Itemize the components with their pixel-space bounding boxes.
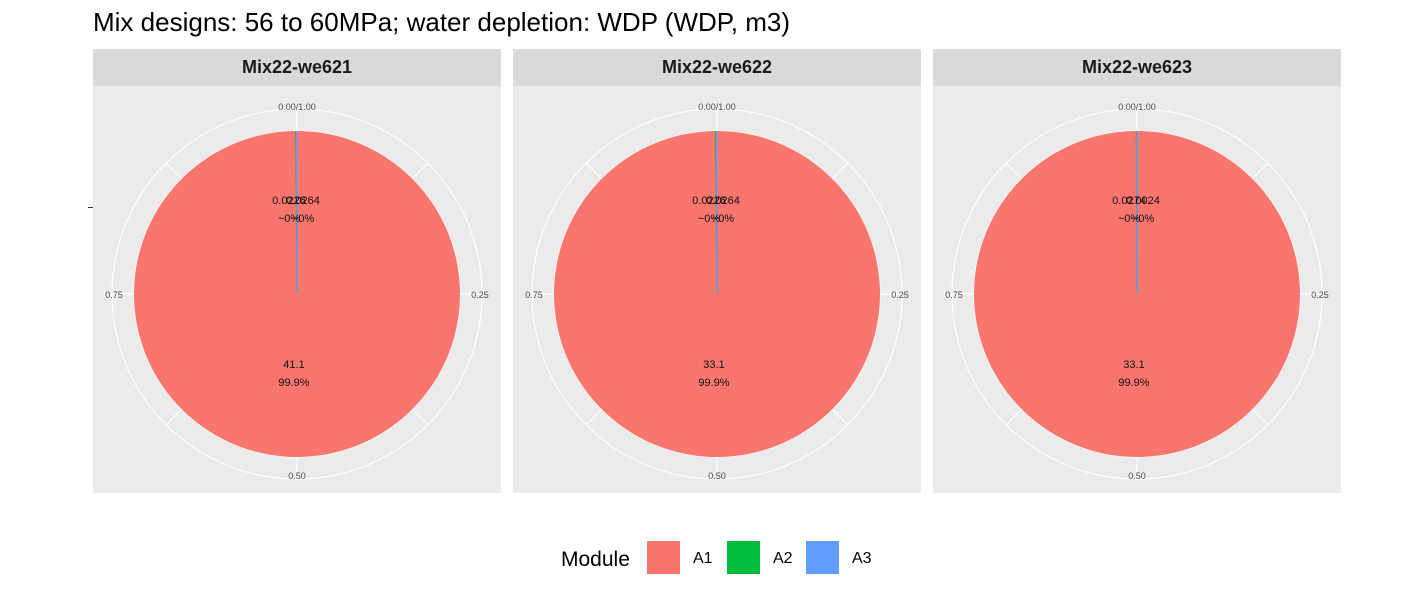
angle-tick-label: 0.00/1.00 — [1118, 102, 1156, 112]
angle-tick-label: 0.25 — [471, 290, 489, 300]
legend-key-a3 — [806, 541, 839, 574]
slice-percent-label-a1: 99.9% — [278, 377, 309, 389]
slice-value-label-a3: 0.0024 — [1126, 195, 1160, 207]
facet-strip-label: Mix22-we621 — [93, 49, 501, 86]
angle-tick-label: 0.50 — [288, 471, 306, 481]
chart-title: Mix designs: 56 to 60MPa; water depletio… — [93, 7, 790, 37]
legend-key-a1 — [647, 541, 680, 574]
angle-tick-label: 0.25 — [891, 290, 909, 300]
axis-tick-mark — [88, 207, 93, 208]
pie-plot-area: 0.00/1.00 0.25 0.50 0.75 33.1 99.9% 0.0226 ~0% 0… — [513, 86, 921, 493]
facet-strip-label: Mix22-we623 — [933, 49, 1341, 86]
slice-value-label-a1: 41.1 — [283, 359, 304, 371]
legend-label-a2: A2 — [773, 550, 793, 567]
legend-label-a1: A1 — [693, 550, 713, 567]
slice-value-label-a3: 0.0264 — [286, 195, 320, 207]
slice-percent-label-a1: 99.9% — [698, 377, 729, 389]
legend-title: Module — [561, 548, 630, 571]
slice-value-label-a2: 0.0274 — [1112, 195, 1146, 207]
legend: Module A1 A2 A3 — [0, 540, 1425, 580]
slice-percent-label-a2: ~0% — [698, 213, 721, 225]
slice-percent-label-a3: ~0% — [712, 213, 735, 225]
slice-percent-label-a2: ~0% — [1118, 213, 1141, 225]
slice-value-label-a2: 0.0226 — [272, 195, 306, 207]
facet-panel-mix22-we623: Mix22-we623 0.00/1.00 0.25 0.50 0.75 33.1 99.… — [933, 49, 1341, 493]
angle-tick-label: 0.00/1.00 — [278, 102, 316, 112]
angle-tick-label: 0.00/1.00 — [698, 102, 736, 112]
slice-percent-label-a2: ~0% — [278, 213, 301, 225]
legend-label-a3: A3 — [852, 550, 872, 567]
facet-panel-mix22-we622: Mix22-we622 0.00/1.00 0.25 0.50 0.75 33.1 99.… — [513, 49, 921, 493]
angle-tick-label: 0.75 — [525, 290, 543, 300]
pie-plot-area: 0.00/1.00 0.25 0.50 0.75 33.1 99.9% 0.0274 ~0% 0… — [933, 86, 1341, 493]
legend-key-a2 — [727, 541, 760, 574]
pie-plot-area: 0.00/1.00 0.25 0.50 0.75 41.1 99.9% 0.0226 ~0% 0… — [93, 86, 501, 493]
angle-tick-label: 0.75 — [105, 290, 123, 300]
slice-value-label-a1: 33.1 — [703, 359, 724, 371]
pie-slice-a1 — [974, 131, 1301, 458]
facet-panel-mix22-we621: Mix22-we621 0.00/1.00 0.25 0.50 0.75 41.1 99.… — [93, 49, 501, 493]
pie-slice-a1 — [554, 131, 881, 457]
angle-tick-label: 0.25 — [1311, 290, 1329, 300]
facet-strip-label: Mix22-we622 — [513, 49, 921, 86]
slice-percent-label-a3: ~0% — [292, 213, 315, 225]
slice-percent-label-a1: 99.9% — [1118, 377, 1149, 389]
slice-percent-label-a3: ~0% — [1132, 213, 1155, 225]
angle-tick-label: 0.50 — [1128, 471, 1146, 481]
angle-tick-label: 0.75 — [945, 290, 963, 300]
slice-value-label-a3: 0.0264 — [706, 195, 740, 207]
slice-value-label-a2: 0.0226 — [692, 195, 726, 207]
angle-tick-label: 0.50 — [708, 471, 726, 481]
slice-value-label-a1: 33.1 — [1123, 359, 1144, 371]
